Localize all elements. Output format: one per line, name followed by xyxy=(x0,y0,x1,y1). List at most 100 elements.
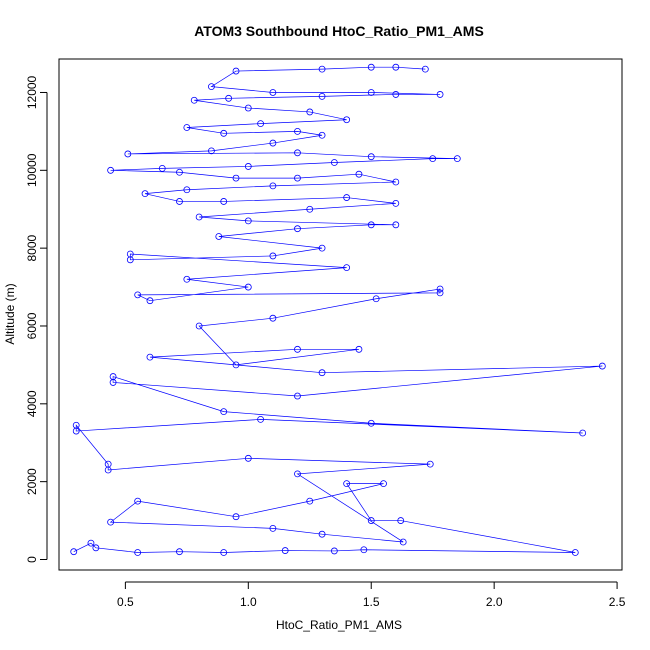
data-point xyxy=(330,547,338,555)
data-point xyxy=(244,454,252,462)
data-point xyxy=(232,67,240,75)
data-point xyxy=(269,89,277,96)
data-point xyxy=(195,322,203,330)
data-point xyxy=(294,174,301,182)
data-point xyxy=(306,205,314,213)
data-point xyxy=(244,163,252,170)
data-point xyxy=(176,548,183,556)
y-tick-label: 2000 xyxy=(25,468,39,495)
data-point xyxy=(269,524,277,532)
data-point xyxy=(343,264,351,272)
data-point xyxy=(158,164,166,172)
data-point xyxy=(220,408,228,416)
data-point xyxy=(318,131,326,139)
data-point xyxy=(232,361,240,369)
y-tick-label: 6000 xyxy=(25,312,39,339)
data-point xyxy=(134,549,142,556)
data-point xyxy=(183,124,191,131)
data-point xyxy=(306,108,314,116)
data-point xyxy=(195,213,203,221)
data-point xyxy=(330,159,338,166)
data-point xyxy=(232,513,240,521)
data-point xyxy=(343,116,351,124)
data-point xyxy=(232,174,240,182)
data-point xyxy=(220,198,228,205)
chart-title: ATOM3 Southbound HtoC_Ratio_PM1_AMS xyxy=(194,23,484,39)
series-line xyxy=(73,66,603,553)
data-point xyxy=(244,217,252,225)
data-point xyxy=(134,497,142,505)
data-point xyxy=(257,120,264,128)
y-tick-label: 8000 xyxy=(25,234,39,261)
data-point xyxy=(126,256,134,264)
data-point xyxy=(429,155,437,163)
data-point xyxy=(426,460,434,468)
data-point xyxy=(579,429,587,437)
data-point xyxy=(183,186,191,194)
data-point xyxy=(392,221,400,229)
y-tick-label: 4000 xyxy=(25,390,39,417)
data-point xyxy=(372,295,380,303)
data-point xyxy=(220,549,228,556)
data-point xyxy=(436,289,444,297)
data-point xyxy=(421,65,429,73)
data-point xyxy=(183,275,191,283)
data-point xyxy=(220,129,228,137)
data-point xyxy=(294,392,301,400)
data-point xyxy=(453,155,461,163)
data-point xyxy=(294,149,301,157)
data-point xyxy=(294,345,301,353)
data-point xyxy=(318,92,326,100)
data-point xyxy=(72,427,80,435)
data-point xyxy=(269,314,277,322)
data-point xyxy=(399,538,407,546)
x-tick-label: 2.0 xyxy=(486,595,503,609)
data-point xyxy=(318,244,326,252)
x-axis-label: HtoC_Ratio_PM1_AMS xyxy=(276,618,402,632)
data-point xyxy=(318,530,326,538)
data-point xyxy=(92,544,100,552)
data-point xyxy=(269,139,277,147)
data-point xyxy=(318,369,326,377)
x-tick-label: 1.0 xyxy=(240,595,257,609)
data-point xyxy=(367,153,375,161)
data-point xyxy=(269,182,277,190)
data-point xyxy=(436,91,444,98)
data-point xyxy=(109,379,117,386)
data-point xyxy=(360,546,368,554)
data-point xyxy=(269,252,277,260)
data-point xyxy=(343,194,351,201)
y-axis-label: Altitude (m) xyxy=(3,283,17,344)
y-tick-label: 10000 xyxy=(25,153,39,187)
data-point xyxy=(392,63,400,71)
data-point xyxy=(215,233,223,240)
data-point xyxy=(107,166,115,174)
data-point xyxy=(107,518,115,526)
data-point xyxy=(294,127,301,135)
data-point xyxy=(225,94,233,102)
data-point xyxy=(281,547,289,554)
data-point xyxy=(571,549,579,556)
data-point xyxy=(244,104,252,112)
data-point xyxy=(208,147,215,155)
data-point xyxy=(367,517,375,524)
data-point xyxy=(134,291,142,299)
data-point xyxy=(392,178,400,186)
data-point xyxy=(124,150,132,158)
data-point xyxy=(294,470,301,478)
data-point xyxy=(367,419,375,427)
data-point xyxy=(598,362,606,370)
data-point xyxy=(367,89,375,96)
data-point xyxy=(436,285,444,293)
data-point xyxy=(244,283,252,291)
data-point xyxy=(190,96,198,104)
y-axis: 0 2000 4000 6000 8000 10000 12000 xyxy=(25,75,48,563)
x-axis: 0.5 1.0 1.5 2.0 2.5 xyxy=(117,581,626,609)
data-point xyxy=(306,497,314,505)
data-point xyxy=(367,221,375,229)
x-tick-label: 0.5 xyxy=(117,595,134,609)
data-point xyxy=(355,170,363,178)
data-point xyxy=(380,480,387,488)
series-layer xyxy=(70,63,606,556)
